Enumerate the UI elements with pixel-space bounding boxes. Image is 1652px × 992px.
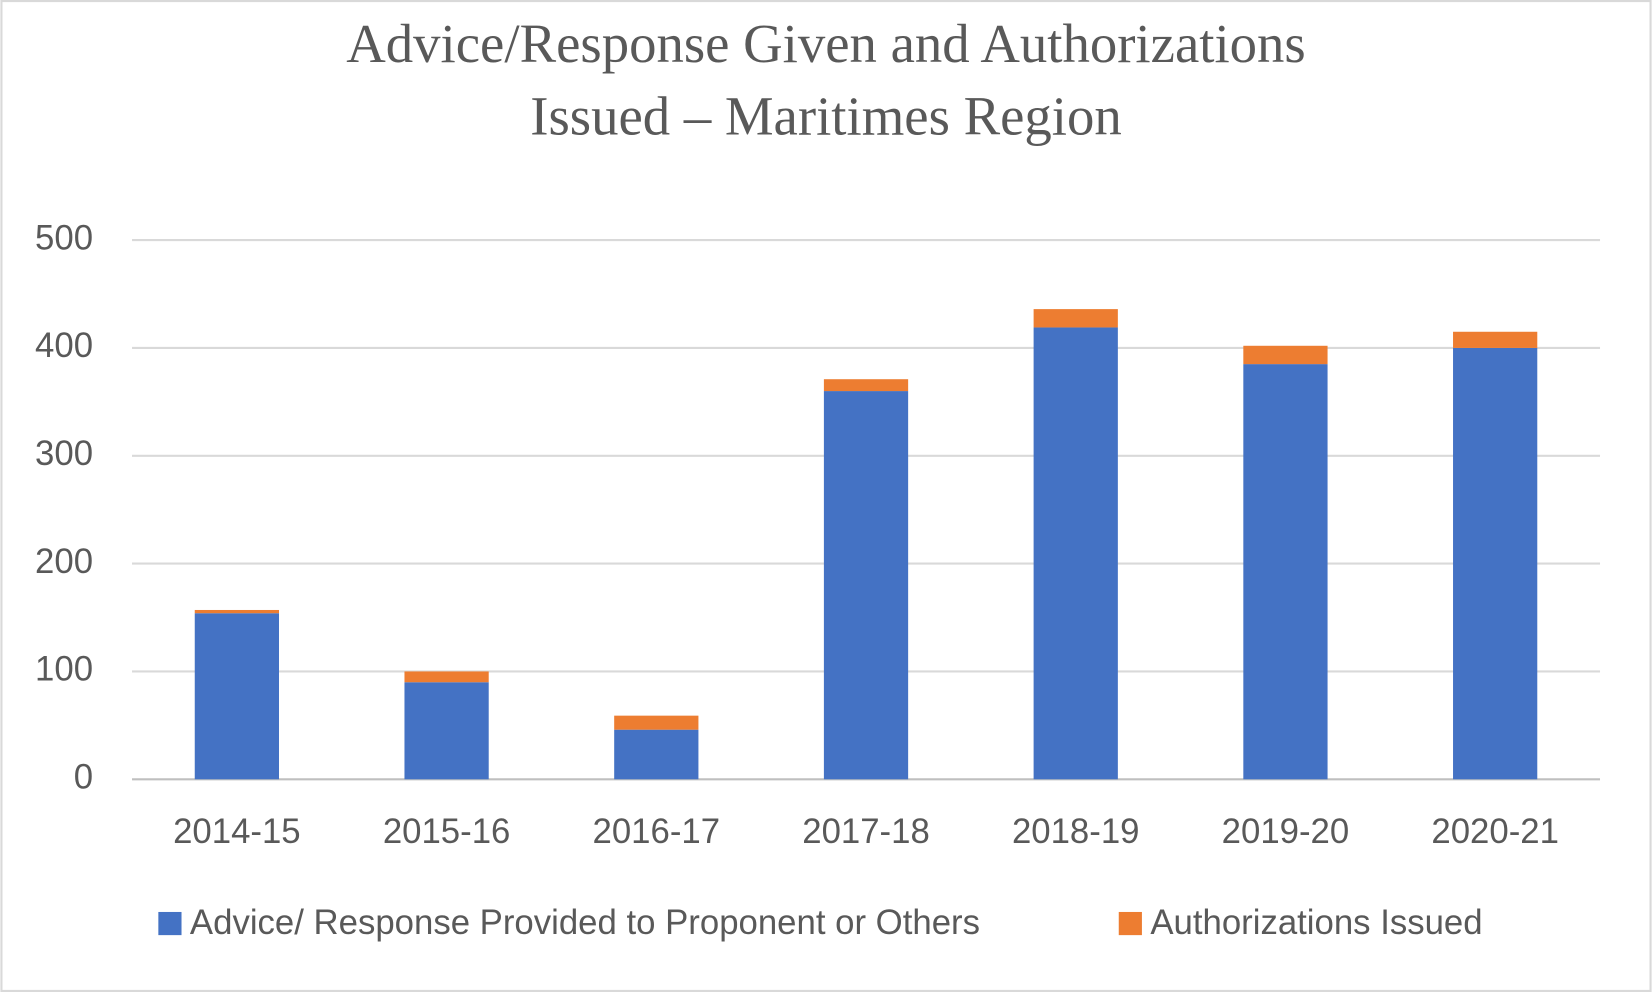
x-tick-label: 2014-15	[173, 813, 301, 851]
chart-title: Advice/Response Given and Authorizations	[346, 13, 1305, 74]
bar-segment	[823, 379, 909, 392]
y-tick-label: 100	[35, 651, 93, 689]
y-tick-label: 200	[35, 543, 93, 581]
bar-segment	[614, 729, 699, 780]
x-tick-label: 2017-18	[802, 813, 930, 851]
x-tick-label: 2016-17	[593, 813, 721, 851]
bar-segment	[194, 613, 280, 780]
bar-segment	[1243, 364, 1328, 780]
y-tick-label: 500	[35, 219, 93, 257]
chart-title: Issued – Maritimes Region	[530, 86, 1122, 147]
x-tick-label: 2019-20	[1222, 813, 1350, 851]
legend-label: Advice/ Response Provided to Proponent o…	[190, 904, 980, 942]
bar-segment	[194, 609, 280, 614]
y-tick-label: 0	[74, 758, 93, 796]
legend-swatch	[1118, 911, 1142, 936]
legend-swatch	[158, 911, 182, 936]
bar-segment	[1453, 347, 1538, 780]
y-tick-label: 300	[35, 435, 93, 473]
bar-segment	[614, 715, 699, 730]
legend-label: Authorizations Issued	[1150, 904, 1482, 942]
x-tick-label: 2015-16	[383, 813, 511, 851]
x-tick-label: 2018-19	[1012, 813, 1140, 851]
bar-segment	[404, 682, 489, 780]
bar-segment	[1243, 345, 1328, 365]
bar-segment	[1033, 309, 1118, 328]
bar-segment	[1453, 331, 1538, 348]
y-tick-label: 400	[35, 327, 93, 365]
bar-segment	[823, 391, 909, 780]
bar-segment	[404, 671, 489, 683]
bar-segment	[1033, 327, 1118, 780]
x-tick-label: 2020-21	[1431, 813, 1559, 851]
